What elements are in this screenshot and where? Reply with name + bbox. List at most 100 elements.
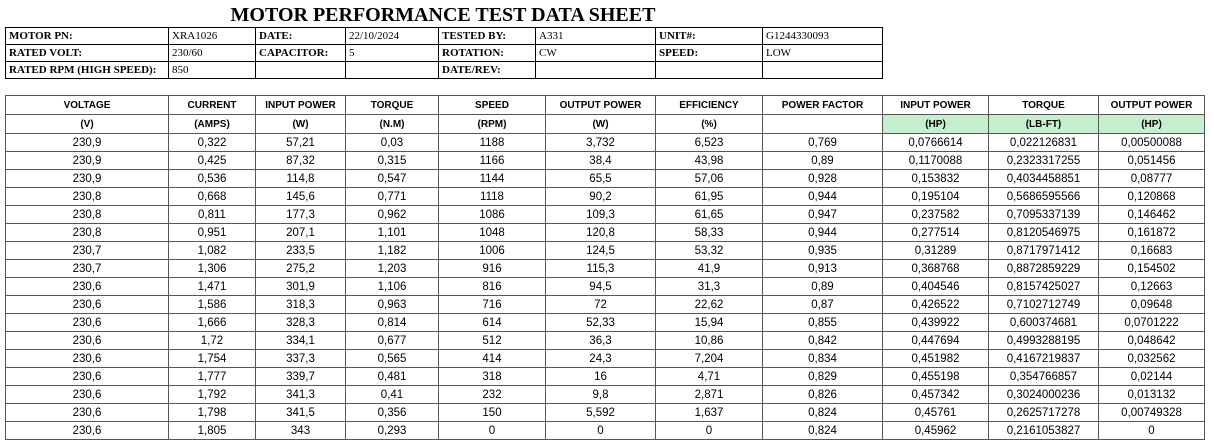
column-header: TORQUE xyxy=(345,95,439,115)
data-row: 230,7 1,082 233,5 1,182 1006 124,5 53,32 0,935 0… xyxy=(5,241,1205,260)
data-cell: 15,94 xyxy=(655,313,763,332)
info-row: RATED VOLT: 230/60 CAPACITOR: 5 ROTATION: CW S… xyxy=(5,44,883,62)
unit-row: (V) (AMPS) (W) (N.M) (RPM) (W) (%) (HP) (LB-FT)(… xyxy=(5,114,1205,134)
data-cell: 230,6 xyxy=(5,403,169,422)
data-cell: 0,944 xyxy=(762,187,883,206)
info-label: MOTOR PN: xyxy=(5,27,169,45)
data-cell: 0,032562 xyxy=(1098,349,1205,368)
data-cell: 0,7095337139 xyxy=(988,205,1099,224)
data-cell: 0,935 xyxy=(762,241,883,260)
info-value: G1244330093 xyxy=(762,27,883,45)
column-unit: (AMPS) xyxy=(168,114,256,134)
data-cell: 0,161872 xyxy=(1098,223,1205,242)
data-cell: 334,1 xyxy=(255,331,346,350)
data-cell: 1,182 xyxy=(345,241,439,260)
data-cell: 0,00500088 xyxy=(1098,133,1205,152)
column-header: SPEED xyxy=(438,95,546,115)
data-cell: 341,5 xyxy=(255,403,346,422)
data-cell: 0,455198 xyxy=(882,367,989,386)
data-cell: 1144 xyxy=(438,169,546,188)
data-cell: 41,9 xyxy=(655,259,763,278)
data-row: 230,6 1,754 337,3 0,565 414 24,3 7,204 0,834 0,4… xyxy=(5,349,1205,368)
data-cell: 4,71 xyxy=(655,367,763,386)
data-cell: 232 xyxy=(438,385,546,404)
data-cell: 72 xyxy=(545,295,656,314)
data-cell: 0,277514 xyxy=(882,223,989,242)
data-cell: 9,8 xyxy=(545,385,656,404)
data-cell: 916 xyxy=(438,259,546,278)
data-cell: 0,00749328 xyxy=(1098,403,1205,422)
data-cell: 0,855 xyxy=(762,313,883,332)
data-cell: 58,33 xyxy=(655,223,763,242)
data-table: VOLTAGE CURRENT INPUT POWER TORQUE SPEED OUTP… xyxy=(5,95,1205,440)
data-cell: 0,195104 xyxy=(882,187,989,206)
data-cell: 0,013132 xyxy=(1098,385,1205,404)
data-cell: 230,8 xyxy=(5,205,169,224)
data-cell: 0,814 xyxy=(345,313,439,332)
data-cell: 230,6 xyxy=(5,277,169,296)
data-cell: 512 xyxy=(438,331,546,350)
data-cell: 1,586 xyxy=(168,295,256,314)
data-cell: 1,72 xyxy=(168,331,256,350)
data-cell: 233,5 xyxy=(255,241,346,260)
data-cell: 0 xyxy=(1098,421,1205,440)
data-cell: 0,426522 xyxy=(882,295,989,314)
column-header: INPUT POWER xyxy=(255,95,346,115)
data-cell: 0,769 xyxy=(762,133,883,152)
data-cell: 0,120868 xyxy=(1098,187,1205,206)
info-label: SPEED: xyxy=(655,44,763,62)
data-cell: 0,322 xyxy=(168,133,256,152)
data-cell: 0,811 xyxy=(168,205,256,224)
data-row: 230,9 0,536 114,8 0,547 1144 65,5 57,06 0,928 0,… xyxy=(5,169,1205,188)
info-value: CW xyxy=(535,44,656,62)
data-cell: 1,106 xyxy=(345,277,439,296)
data-cell: 0,8120546975 xyxy=(988,223,1099,242)
data-cell: 109,3 xyxy=(545,205,656,224)
info-value: 5 xyxy=(345,44,439,62)
data-cell: 0,356 xyxy=(345,403,439,422)
info-label: RATED RPM (HIGH SPEED): xyxy=(5,61,169,79)
data-cell: 301,9 xyxy=(255,277,346,296)
data-cell: 115,3 xyxy=(545,259,656,278)
data-cell: 2,871 xyxy=(655,385,763,404)
data-cell: 0,481 xyxy=(345,367,439,386)
data-cell: 230,6 xyxy=(5,295,169,314)
data-row: 230,8 0,668 145,6 0,771 1118 90,2 61,95 0,944 0,… xyxy=(5,187,1205,206)
data-cell: 1,637 xyxy=(655,403,763,422)
data-cell: 0,928 xyxy=(762,169,883,188)
data-cell: 1,471 xyxy=(168,277,256,296)
data-cell: 65,5 xyxy=(545,169,656,188)
data-cell: 230,7 xyxy=(5,259,169,278)
data-cell: 0,451982 xyxy=(882,349,989,368)
data-cell: 0,842 xyxy=(762,331,883,350)
data-cell: 124,5 xyxy=(545,241,656,260)
data-cell: 230,8 xyxy=(5,223,169,242)
info-label: UNIT#: xyxy=(655,27,763,45)
data-cell: 57,21 xyxy=(255,133,346,152)
data-cell: 0,913 xyxy=(762,259,883,278)
data-cell: 230,6 xyxy=(5,421,169,440)
data-cell: 230,6 xyxy=(5,385,169,404)
data-cell: 7,204 xyxy=(655,349,763,368)
data-cell: 0,293 xyxy=(345,421,439,440)
data-cell: 0,146462 xyxy=(1098,205,1205,224)
data-cell: 1,666 xyxy=(168,313,256,332)
info-row: RATED RPM (HIGH SPEED): 850 DATE/REV: xyxy=(5,61,883,79)
column-header: OUTPUT POWER xyxy=(545,95,656,115)
data-cell: 0,947 xyxy=(762,205,883,224)
data-cell: 341,3 xyxy=(255,385,346,404)
data-cell: 1,101 xyxy=(345,223,439,242)
info-label: RATED VOLT: xyxy=(5,44,169,62)
column-unit: (LB-FT) xyxy=(988,114,1099,134)
data-cell: 614 xyxy=(438,313,546,332)
data-cell: 0,8717971412 xyxy=(988,241,1099,260)
data-cell: 328,3 xyxy=(255,313,346,332)
column-header: TORQUE xyxy=(988,95,1099,115)
data-cell: 0 xyxy=(438,421,546,440)
info-table: MOTOR PN: XRA1026 DATE: 22/10/2024 TESTED BY… xyxy=(5,27,883,79)
data-cell: 0,4167219837 xyxy=(988,349,1099,368)
data-cell: 0,824 xyxy=(762,421,883,440)
data-cell: 0,8157425027 xyxy=(988,277,1099,296)
data-cell: 230,9 xyxy=(5,169,169,188)
